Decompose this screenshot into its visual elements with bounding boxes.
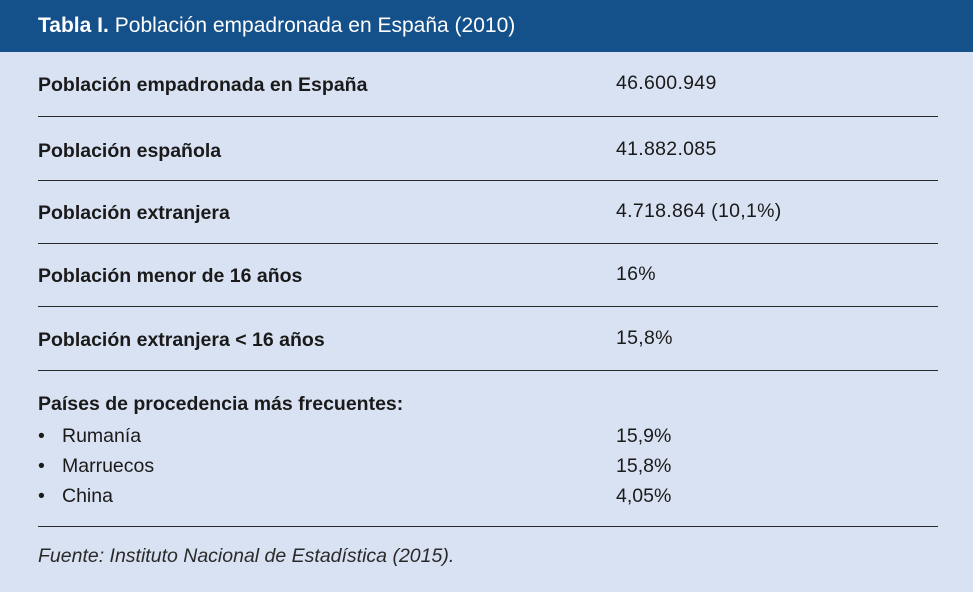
row-label: Población extranjera [38, 202, 230, 224]
row-value: 4.718.864 (10,1%) [616, 200, 782, 222]
table-row: Población empadronada en España 46.600.9… [38, 52, 938, 117]
country-name: China [62, 485, 113, 507]
table-row: Población extranjera < 16 años 15,8% [38, 307, 938, 371]
country-name: Marruecos [62, 455, 155, 477]
row-label: Población menor de 16 años [38, 265, 303, 287]
country-value: 15,8% [616, 455, 672, 477]
bullet-icon: • [38, 485, 45, 507]
table-row: Población menor de 16 años 16% [38, 244, 938, 307]
row-value: 46.600.949 [616, 72, 717, 94]
list-item: • Rumanía [38, 421, 154, 451]
table-row: Población española 41.882.085 [38, 117, 938, 181]
table-header: Tabla I. Población empadronada en España… [0, 0, 973, 52]
countries-list: • Rumanía • Marruecos • China [38, 421, 154, 511]
row-value: 41.882.085 [616, 138, 717, 160]
row-label: Población empadronada en España [38, 74, 368, 96]
countries-row: Países de procedencia más frecuentes: • … [38, 371, 938, 527]
row-label: Población extranjera < 16 años [38, 329, 325, 351]
country-value: 4,05% [616, 485, 672, 507]
country-value: 15,9% [616, 425, 672, 447]
countries-values: 15,9% 15,8% 4,05% [616, 421, 671, 511]
bullet-icon: • [38, 455, 45, 477]
list-item: • China [38, 481, 154, 511]
table-number: Tabla I. [38, 14, 109, 37]
table-row: Población extranjera 4.718.864 (10,1%) [38, 181, 938, 244]
country-name: Rumanía [62, 425, 142, 447]
bullet-icon: • [38, 425, 45, 447]
row-value: 15,8% [616, 327, 673, 349]
row-label: Población española [38, 140, 222, 162]
list-item: • Marruecos [38, 451, 154, 481]
source-note: Fuente: Instituto Nacional de Estadístic… [38, 545, 455, 567]
row-value: 16% [616, 263, 656, 285]
countries-heading: Países de procedencia más frecuentes: [38, 393, 404, 415]
table-title: Población empadronada en España (2010) [114, 14, 516, 37]
